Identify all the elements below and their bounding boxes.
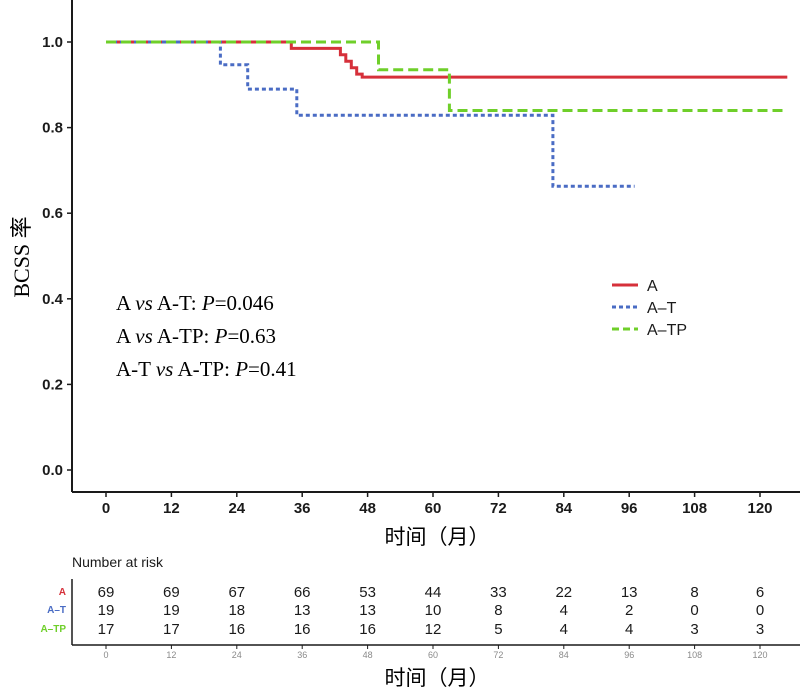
p-value-line: A vs A-T: P=0.046 bbox=[116, 291, 274, 315]
x-axis-title: 时间（月） bbox=[385, 525, 490, 549]
x-tick-label: 96 bbox=[621, 500, 638, 517]
curve-at bbox=[106, 40, 635, 188]
p-value-segment: =0.046 bbox=[215, 291, 274, 315]
risk-table-x-title: 时间（月） bbox=[385, 666, 490, 690]
p-value-segment: vs bbox=[135, 324, 153, 348]
risk-count: 44 bbox=[425, 584, 442, 601]
risk-count: 16 bbox=[359, 621, 376, 638]
risk-count: 6 bbox=[756, 584, 764, 601]
y-tick-label: 0.4 bbox=[42, 291, 64, 308]
curve-atp bbox=[106, 40, 788, 112]
risk-count: 12 bbox=[425, 621, 442, 638]
risk-count: 19 bbox=[163, 602, 180, 619]
risk-count: 17 bbox=[98, 621, 115, 638]
x-tick-label: 120 bbox=[747, 500, 772, 517]
p-value-segment: P bbox=[201, 291, 215, 315]
y-tick-label: 0.8 bbox=[42, 120, 63, 137]
risk-count: 0 bbox=[690, 602, 698, 619]
risk-tick-label: 48 bbox=[363, 650, 373, 660]
p-value-segment: =0.41 bbox=[248, 357, 297, 381]
legend-label: A–TP bbox=[647, 322, 687, 339]
p-value-line: A-T vs A-TP: P=0.41 bbox=[116, 357, 297, 381]
y-tick-label: 0.0 bbox=[42, 462, 63, 479]
risk-count: 18 bbox=[228, 602, 245, 619]
risk-row-label: A bbox=[59, 587, 66, 598]
x-tick-label: 0 bbox=[102, 500, 110, 517]
risk-count: 16 bbox=[228, 621, 245, 638]
y-tick-label: 0.2 bbox=[42, 376, 63, 393]
risk-count: 4 bbox=[625, 621, 633, 638]
risk-tick-label: 84 bbox=[559, 650, 569, 660]
x-tick-label: 24 bbox=[228, 500, 245, 517]
risk-count: 17 bbox=[163, 621, 180, 638]
risk-count: 19 bbox=[98, 602, 115, 619]
legend-label: A bbox=[647, 278, 658, 295]
y-axis-title: BCSS 率 bbox=[9, 216, 34, 297]
risk-tick-label: 60 bbox=[428, 650, 438, 660]
p-value-segment: A bbox=[116, 324, 135, 348]
risk-row-label: A–T bbox=[47, 605, 66, 616]
p-value-segment: A bbox=[116, 291, 135, 315]
risk-count: 5 bbox=[494, 621, 502, 638]
risk-tick-label: 24 bbox=[232, 650, 242, 660]
p-value-segment: =0.63 bbox=[227, 324, 276, 348]
p-value-segment: A-T bbox=[116, 357, 156, 381]
risk-count: 8 bbox=[494, 602, 502, 619]
risk-count: 69 bbox=[98, 584, 115, 601]
legend: A A–T A–TP bbox=[612, 278, 687, 339]
p-value-segment: A-TP: bbox=[153, 324, 215, 348]
risk-tick-label: 120 bbox=[752, 650, 767, 660]
tick-labels: 0.0 0.2 0.4 0.6 0.8 1.0 0 12 24 36 48 60 72 84 96 108 12… bbox=[42, 34, 772, 517]
risk-count: 2 bbox=[625, 602, 633, 619]
p-value-segment: A-T: bbox=[153, 291, 202, 315]
risk-table-title: Number at risk bbox=[72, 554, 164, 570]
risk-count: 10 bbox=[425, 602, 442, 619]
x-tick-label: 84 bbox=[555, 500, 572, 517]
risk-count: 67 bbox=[228, 584, 245, 601]
risk-count: 13 bbox=[294, 602, 311, 619]
risk-count: 3 bbox=[690, 621, 698, 638]
x-tick-label: 108 bbox=[682, 500, 707, 517]
survival-curves bbox=[106, 40, 788, 188]
risk-tick-label: 96 bbox=[624, 650, 634, 660]
risk-count: 3 bbox=[756, 621, 764, 638]
x-tick-label: 36 bbox=[294, 500, 311, 517]
y-tick-label: 1.0 bbox=[42, 34, 63, 51]
risk-count: 16 bbox=[294, 621, 311, 638]
x-tick-label: 48 bbox=[359, 500, 376, 517]
p-value-segment: A-TP: bbox=[173, 357, 235, 381]
risk-count: 4 bbox=[560, 621, 568, 638]
risk-count: 33 bbox=[490, 584, 507, 601]
risk-tick-label: 108 bbox=[687, 650, 702, 660]
p-value-segment: P bbox=[214, 324, 228, 348]
risk-count: 0 bbox=[756, 602, 764, 619]
risk-count: 69 bbox=[163, 584, 180, 601]
risk-tick-label: 0 bbox=[103, 650, 108, 660]
risk-row-label: A–TP bbox=[40, 624, 66, 635]
risk-count: 13 bbox=[621, 584, 638, 601]
y-tick-label: 0.6 bbox=[42, 205, 63, 222]
axes bbox=[67, 0, 800, 497]
risk-count: 4 bbox=[560, 602, 568, 619]
risk-table: Number at risk 时间（月） A 69 69 67 66 53 44 33 22 13… bbox=[40, 554, 800, 690]
risk-count: 13 bbox=[359, 602, 376, 619]
p-value-segment: P bbox=[234, 357, 248, 381]
p-value-line: A vs A-TP: P=0.63 bbox=[116, 324, 276, 348]
x-tick-label: 72 bbox=[490, 500, 507, 517]
x-tick-label: 12 bbox=[163, 500, 180, 517]
risk-tick-label: 72 bbox=[493, 650, 503, 660]
legend-label: A–T bbox=[647, 300, 677, 317]
risk-count: 66 bbox=[294, 584, 311, 601]
risk-tick-label: 36 bbox=[297, 650, 307, 660]
x-tick-label: 60 bbox=[425, 500, 442, 517]
curve-a bbox=[106, 40, 788, 79]
risk-count: 53 bbox=[359, 584, 376, 601]
risk-count: 8 bbox=[690, 584, 698, 601]
risk-count: 22 bbox=[555, 584, 572, 601]
risk-tick-label: 12 bbox=[166, 650, 176, 660]
p-value-segment: vs bbox=[156, 357, 174, 381]
p-value-segment: vs bbox=[135, 291, 153, 315]
